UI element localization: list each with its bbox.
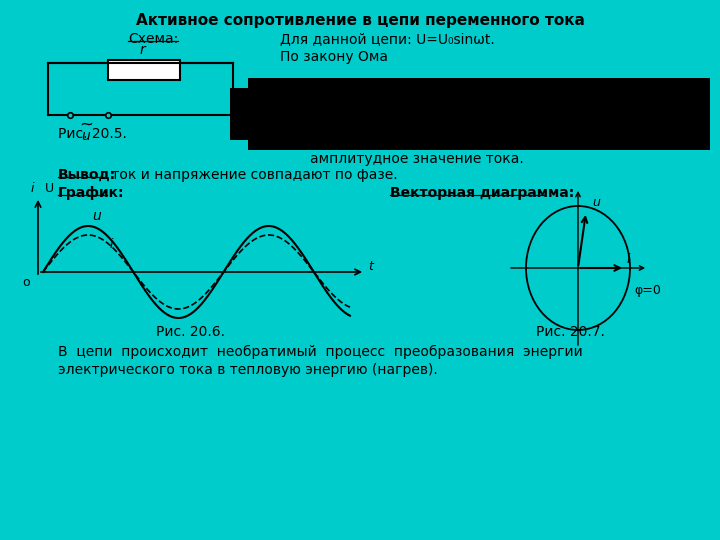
Text: Рис. 20.6.: Рис. 20.6. (156, 325, 225, 339)
Text: ток и напряжение совпадают по фазе.: ток и напряжение совпадают по фазе. (107, 168, 397, 182)
Text: Векторная диаграмма:: Векторная диаграмма: (390, 186, 575, 200)
Text: r: r (139, 43, 145, 57)
Text: График:: График: (58, 186, 125, 200)
Text: ~: ~ (79, 116, 93, 134)
Text: o: o (22, 276, 30, 289)
Text: По закону Ома: По закону Ома (280, 50, 388, 64)
Text: В  цепи  происходит  необратимый  процесс  преобразования  энергии: В цепи происходит необратимый процесс пр… (58, 345, 582, 359)
Text: Рис. 20.5.: Рис. 20.5. (58, 127, 127, 141)
Text: Рис. 20.7.: Рис. 20.7. (536, 325, 604, 339)
Text: u: u (81, 129, 91, 143)
Text: электрического тока в тепловую энергию (нагрев).: электрического тока в тепловую энергию (… (58, 363, 438, 377)
Text: i: i (30, 182, 34, 195)
Bar (108, 60, 180, 80)
Bar (230, 88, 252, 140)
Text: Для данной цепи: U=U₀sinωt.: Для данной цепи: U=U₀sinωt. (280, 32, 495, 46)
Text: i: i (110, 238, 114, 251)
Text: i: i (627, 253, 631, 266)
Text: φ=0: φ=0 (634, 284, 661, 297)
Text: Вывод:: Вывод: (58, 168, 116, 182)
Text: амплитудное значение тока.: амплитудное значение тока. (310, 152, 523, 166)
Text: Активное сопротивление в цепи переменного тока: Активное сопротивление в цепи переменног… (135, 13, 585, 28)
Text: u: u (92, 209, 101, 223)
Text: U: U (45, 182, 54, 195)
Text: u: u (592, 196, 600, 209)
Bar (248, 78, 710, 150)
Text: Схема:: Схема: (128, 32, 179, 46)
Text: t: t (368, 260, 373, 273)
